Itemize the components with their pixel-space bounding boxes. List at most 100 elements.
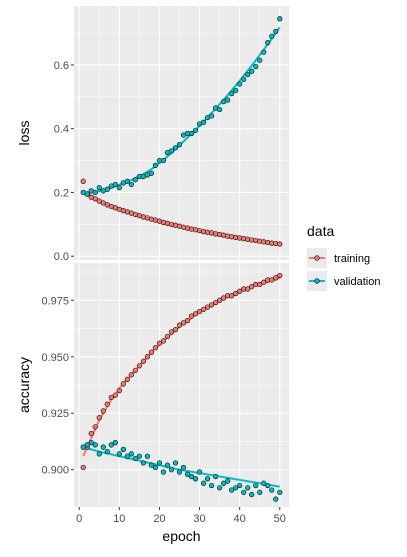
accuracy-validation-point bbox=[261, 480, 267, 486]
loss-validation-point bbox=[233, 87, 239, 94]
accuracy-validation-point bbox=[164, 462, 171, 468]
accuracy-training-point bbox=[180, 320, 187, 326]
accuracy-validation-point bbox=[208, 482, 215, 489]
accuracy-validation-point bbox=[192, 476, 199, 482]
accuracy-validation-point bbox=[128, 451, 134, 457]
loss-validation-point bbox=[148, 170, 155, 176]
accuracy-validation-point bbox=[265, 482, 271, 489]
accuracy-training-point bbox=[160, 338, 167, 344]
accuracy-training-point bbox=[112, 392, 118, 398]
accuracy-validation-point bbox=[245, 485, 251, 491]
accuracy-training-point bbox=[237, 288, 243, 294]
loss-validation-point bbox=[152, 162, 159, 168]
accuracy-training-point bbox=[140, 358, 146, 364]
accuracy-training-point bbox=[132, 367, 138, 373]
loss-validation-point bbox=[96, 185, 102, 191]
accuracy-training-point bbox=[217, 297, 223, 303]
y-tick-label: 0.4 bbox=[54, 124, 69, 136]
loss-validation-point bbox=[257, 57, 263, 63]
accuracy-training-point bbox=[261, 279, 267, 285]
accuracy-validation-point bbox=[188, 473, 195, 480]
accuracy-training-point bbox=[104, 401, 110, 407]
loss-validation-point bbox=[277, 16, 283, 22]
loss-training-point bbox=[277, 241, 283, 247]
accuracy-training-point bbox=[273, 275, 279, 281]
loss-validation-point bbox=[124, 178, 130, 184]
loss-validation-point bbox=[188, 130, 195, 137]
accuracy-validation-point bbox=[124, 453, 130, 459]
loss-validation-point bbox=[116, 185, 122, 191]
accuracy-training-point bbox=[208, 302, 215, 308]
accuracy-training-point bbox=[204, 304, 211, 310]
legend-label: validation bbox=[334, 276, 380, 288]
accuracy-training-point bbox=[221, 295, 227, 301]
accuracy-training-point bbox=[128, 372, 134, 378]
loss-validation-point bbox=[229, 91, 235, 97]
x-axis-title: epoch bbox=[162, 528, 200, 544]
accuracy-training-point bbox=[136, 363, 142, 369]
loss-validation-point bbox=[92, 189, 98, 196]
accuracy-training-point bbox=[192, 311, 199, 317]
loss-validation-point bbox=[241, 76, 247, 82]
legend-label: training bbox=[334, 253, 370, 265]
loss-validation-point bbox=[132, 177, 138, 183]
loss-validation-point bbox=[112, 181, 118, 188]
accuracy-training-point bbox=[116, 388, 122, 394]
legend-item-validation: validation bbox=[307, 271, 380, 291]
loss-validation-point bbox=[269, 33, 275, 39]
loss-validation-point bbox=[265, 40, 271, 46]
loss-validation-point bbox=[237, 81, 243, 87]
accuracy-validation-point bbox=[104, 449, 110, 455]
accuracy-training-point bbox=[269, 277, 275, 283]
y-tick-label: 0.0 bbox=[54, 251, 69, 263]
accuracy-training-point bbox=[233, 290, 239, 297]
accuracy-y-axis-title: accuracy bbox=[16, 357, 32, 413]
accuracy-validation-point bbox=[108, 442, 114, 448]
accuracy-validation-point bbox=[144, 453, 150, 459]
loss-validation-point bbox=[217, 106, 223, 113]
accuracy-validation-point bbox=[120, 446, 126, 452]
x-tick-label: 20 bbox=[153, 513, 165, 525]
x-tick-label: 50 bbox=[274, 513, 286, 525]
accuracy-panel-grid bbox=[74, 263, 289, 507]
accuracy-training-point bbox=[92, 424, 98, 430]
accuracy-training-point bbox=[188, 313, 195, 319]
loss-validation-point bbox=[128, 181, 134, 188]
legend-title: data bbox=[307, 223, 334, 239]
y-tick-label: 0.6 bbox=[54, 60, 69, 72]
accuracy-training-point bbox=[108, 394, 114, 401]
accuracy-validation-point bbox=[237, 482, 243, 489]
accuracy-training-point bbox=[100, 408, 106, 414]
loss-validation-point bbox=[249, 68, 255, 74]
accuracy-validation-point bbox=[225, 478, 231, 484]
legend-key-point bbox=[314, 255, 320, 261]
accuracy-validation-point bbox=[116, 451, 122, 457]
accuracy-y-axis: 0.900 0.925 0.950 0.975 bbox=[41, 295, 74, 477]
accuracy-validation-point bbox=[249, 491, 255, 498]
x-tick-label: 30 bbox=[193, 513, 205, 525]
y-tick-label: 0.975 bbox=[41, 295, 69, 307]
y-tick-label: 0.950 bbox=[41, 352, 69, 364]
accuracy-training-point bbox=[196, 308, 203, 315]
loss-validation-point bbox=[104, 186, 110, 192]
accuracy-validation-point bbox=[140, 460, 146, 466]
accuracy-validation-point bbox=[221, 480, 227, 486]
accuracy-training-point bbox=[245, 286, 251, 292]
accuracy-validation-point bbox=[172, 460, 179, 466]
loss-validation-point bbox=[273, 28, 279, 35]
loss-validation-point bbox=[225, 97, 231, 103]
accuracy-training-point bbox=[124, 376, 130, 382]
y-tick-label: 0.2 bbox=[54, 187, 69, 199]
accuracy-validation-point bbox=[277, 489, 283, 495]
accuracy-training-point bbox=[277, 272, 283, 279]
accuracy-validation-point bbox=[88, 440, 94, 446]
accuracy-validation-point bbox=[92, 442, 98, 448]
accuracy-validation-point bbox=[257, 489, 263, 495]
legend: data training validation bbox=[307, 223, 380, 291]
x-tick-label: 10 bbox=[113, 513, 125, 525]
accuracy-training-point bbox=[176, 322, 183, 328]
loss-validation-point bbox=[172, 145, 179, 151]
loss-validation-point bbox=[253, 63, 259, 70]
loss-panel-points bbox=[80, 16, 283, 247]
